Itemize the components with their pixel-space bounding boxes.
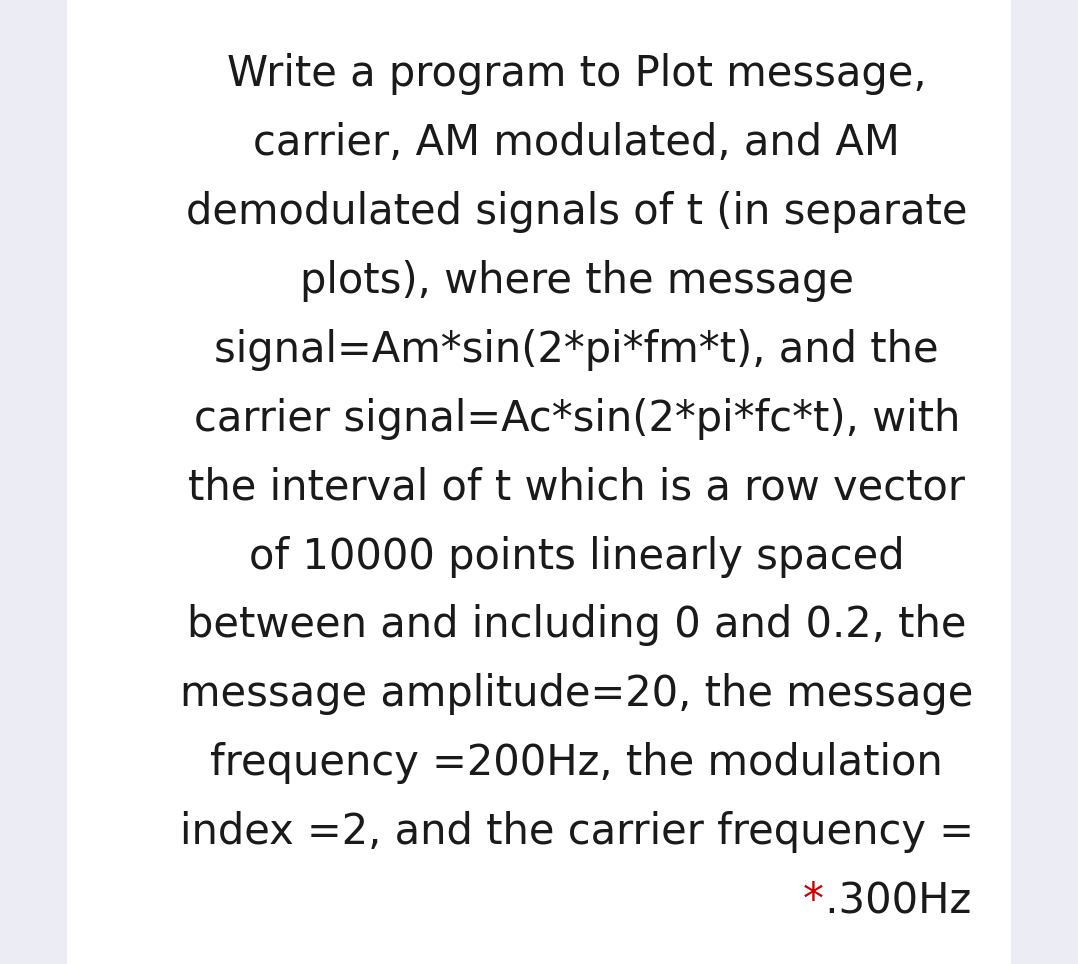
Text: plots), where the message: plots), where the message <box>300 260 854 302</box>
Text: carrier, AM modulated, and AM: carrier, AM modulated, and AM <box>253 122 900 164</box>
Text: message amplitude=20, the message: message amplitude=20, the message <box>180 673 973 715</box>
Text: index =2, and the carrier frequency =: index =2, and the carrier frequency = <box>180 812 973 853</box>
Text: .300Hz: .300Hz <box>812 880 971 923</box>
Text: the interval of t which is a row vector: the interval of t which is a row vector <box>189 467 965 509</box>
Text: signal=Am*sin(2*pi*fm*t), and the: signal=Am*sin(2*pi*fm*t), and the <box>215 329 939 371</box>
Text: between and including 0 and 0.2, the: between and including 0 and 0.2, the <box>186 604 967 647</box>
Text: of 10000 points linearly spaced: of 10000 points linearly spaced <box>249 536 904 577</box>
Text: Write a program to Plot message,: Write a program to Plot message, <box>226 53 927 95</box>
Text: frequency =200Hz, the modulation: frequency =200Hz, the modulation <box>210 742 943 785</box>
Text: demodulated signals of t (in separate: demodulated signals of t (in separate <box>186 191 967 233</box>
Text: *: * <box>803 880 824 923</box>
Text: carrier signal=Ac*sin(2*pi*fc*t), with: carrier signal=Ac*sin(2*pi*fc*t), with <box>194 398 959 440</box>
